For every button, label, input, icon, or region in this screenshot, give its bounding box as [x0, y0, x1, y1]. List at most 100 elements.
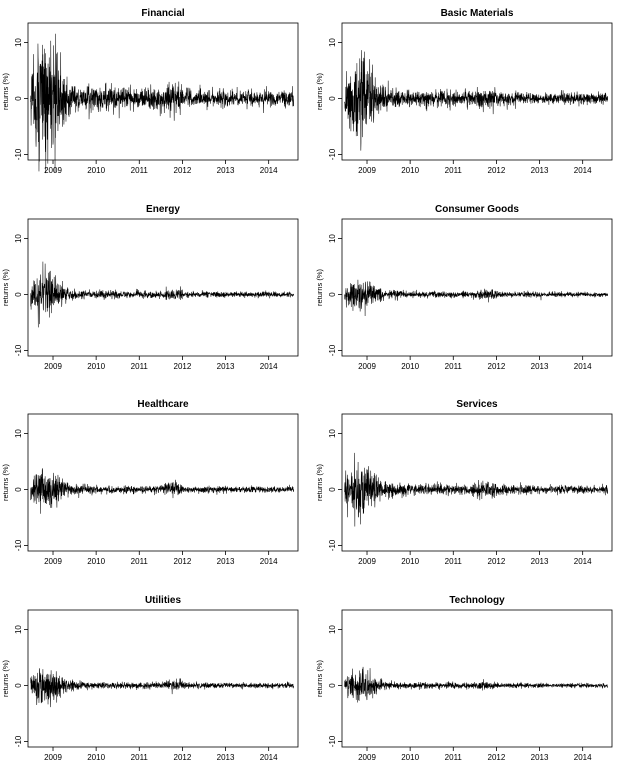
return-series-line	[344, 452, 608, 527]
y-axis-label: returns (%)	[315, 463, 324, 501]
x-tick-label: 2009	[358, 362, 376, 371]
y-tick-label: -10	[328, 539, 337, 551]
x-tick-label: 2011	[131, 166, 149, 175]
return-series-line	[30, 33, 294, 174]
y-tick-label: 0	[328, 683, 337, 688]
return-series-line	[30, 261, 294, 328]
y-tick-label: 0	[328, 96, 337, 101]
x-tick-label: 2014	[574, 166, 592, 175]
x-tick-label: 2009	[358, 557, 376, 566]
y-axis-label: returns (%)	[315, 72, 324, 110]
return-series-line	[30, 668, 294, 708]
x-tick-label: 2010	[87, 557, 105, 566]
y-axis-label: returns (%)	[315, 268, 324, 306]
plot-frame	[341, 413, 613, 552]
x-tick-label: 2011	[131, 362, 149, 371]
x-tick-label: 2009	[44, 166, 62, 175]
plot-frame	[27, 22, 299, 161]
y-tick-label: -10	[328, 344, 337, 356]
panel-title: Financial	[141, 8, 185, 19]
x-tick-label: 2013	[531, 166, 549, 175]
return-series-line	[344, 50, 608, 151]
x-tick-label: 2013	[217, 753, 235, 762]
x-tick-label: 2009	[44, 557, 62, 566]
return-series-line	[344, 279, 608, 317]
y-axis-label: returns (%)	[1, 72, 10, 110]
plot-frame	[341, 609, 613, 748]
x-tick-label: 2010	[401, 753, 419, 762]
panel-1: Financial -10 0 10 returns (%) 2009 2010 2011 20…	[1, 8, 299, 175]
y-tick-label: 10	[328, 234, 337, 243]
x-tick-label: 2011	[445, 557, 463, 566]
x-tick-label: 2013	[217, 362, 235, 371]
x-tick-label: 2014	[574, 557, 592, 566]
y-tick-label: 10	[14, 234, 23, 243]
x-tick-label: 2012	[174, 166, 192, 175]
panel-6: Services -10 0 10 returns (%) 2009 2010 2011 201…	[315, 399, 613, 566]
x-tick-label: 2009	[44, 362, 62, 371]
x-tick-label: 2009	[44, 753, 62, 762]
panel-7: Utilities -10 0 10 returns (%) 2009 2010 2011 20…	[1, 595, 299, 762]
y-axis-label: returns (%)	[1, 268, 10, 306]
y-tick-label: 0	[14, 96, 23, 101]
x-tick-label: 2013	[531, 753, 549, 762]
x-tick-label: 2014	[574, 362, 592, 371]
x-tick-label: 2010	[87, 753, 105, 762]
x-tick-label: 2014	[260, 362, 278, 371]
y-tick-label: 10	[328, 429, 337, 438]
x-tick-label: 2013	[217, 166, 235, 175]
y-axis-label: returns (%)	[1, 659, 10, 697]
plot-frame	[27, 218, 299, 357]
x-tick-label: 2012	[488, 362, 506, 371]
y-tick-label: 10	[14, 429, 23, 438]
x-tick-label: 2011	[445, 166, 463, 175]
y-tick-label: 0	[14, 292, 23, 297]
panel-title: Services	[456, 399, 498, 410]
plot-frame	[341, 218, 613, 357]
y-tick-label: -10	[328, 735, 337, 747]
x-tick-label: 2011	[445, 362, 463, 371]
y-tick-label: 0	[14, 683, 23, 688]
x-tick-label: 2010	[401, 166, 419, 175]
y-tick-label: -10	[14, 735, 23, 747]
x-tick-label: 2009	[358, 166, 376, 175]
y-tick-label: 0	[14, 487, 23, 492]
x-tick-label: 2012	[174, 753, 192, 762]
y-axis-label: returns (%)	[315, 659, 324, 697]
panel-5: Healthcare -10 0 10 returns (%) 2009 2010 2011 2…	[1, 399, 299, 566]
return-series-line	[344, 666, 608, 703]
x-tick-label: 2014	[574, 753, 592, 762]
x-tick-label: 2012	[488, 753, 506, 762]
x-tick-label: 2012	[174, 557, 192, 566]
panel-title: Consumer Goods	[435, 204, 519, 215]
panel-title: Technology	[449, 595, 505, 606]
panel-2: Basic Materials -10 0 10 returns (%) 2009 2010…	[315, 8, 613, 175]
x-tick-label: 2009	[358, 753, 376, 762]
x-tick-label: 2010	[401, 362, 419, 371]
x-tick-label: 2014	[260, 166, 278, 175]
y-tick-label: 10	[328, 625, 337, 634]
x-tick-label: 2012	[174, 362, 192, 371]
x-tick-label: 2013	[531, 362, 549, 371]
x-tick-label: 2010	[87, 362, 105, 371]
y-tick-label: 0	[328, 487, 337, 492]
plot-frame	[27, 609, 299, 748]
panel-4: Consumer Goods -10 0 10 returns (%) 2009 2010 2…	[315, 204, 613, 371]
y-tick-label: -10	[14, 539, 23, 551]
x-tick-label: 2011	[131, 753, 149, 762]
y-tick-label: -10	[14, 148, 23, 160]
panel-title: Energy	[146, 204, 180, 215]
y-tick-label: 0	[328, 292, 337, 297]
x-tick-label: 2013	[531, 557, 549, 566]
x-tick-label: 2014	[260, 557, 278, 566]
x-tick-label: 2010	[87, 166, 105, 175]
y-tick-label: 10	[14, 625, 23, 634]
x-tick-label: 2014	[260, 753, 278, 762]
panel-title: Healthcare	[137, 399, 189, 410]
plot-frame	[341, 22, 613, 161]
x-tick-label: 2012	[488, 166, 506, 175]
panel-8: Technology -10 0 10 returns (%) 2009 2010 2011 2…	[315, 595, 613, 762]
y-axis-label: returns (%)	[1, 463, 10, 501]
x-tick-label: 2010	[401, 557, 419, 566]
